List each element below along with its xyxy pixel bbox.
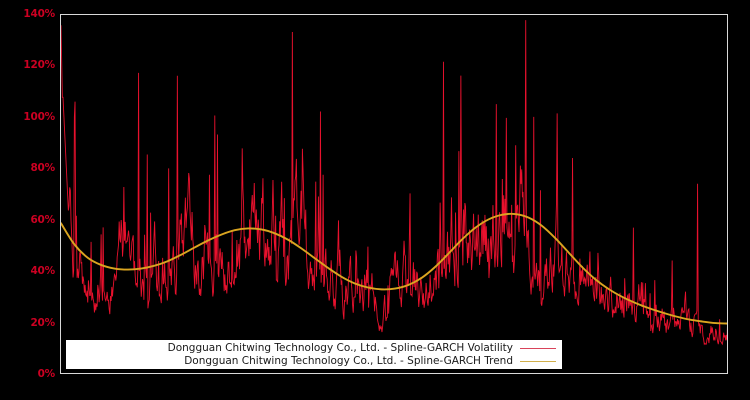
y-tick-80: 80% xyxy=(30,162,55,175)
chart-canvas xyxy=(61,20,727,346)
trend-series-group xyxy=(61,212,727,325)
y-tick-40: 40% xyxy=(30,265,55,278)
plot-area xyxy=(60,14,728,374)
y-axis-tick-labels: 0% 20% 40% 60% 80% 100% 120% 140% xyxy=(0,0,55,400)
legend-label-trend: Dongguan Chitwing Technology Co., Ltd. -… xyxy=(184,354,513,367)
y-tick-120: 120% xyxy=(23,59,55,72)
spline-garch-volatility-line xyxy=(61,20,727,346)
y-tick-60: 60% xyxy=(30,213,55,226)
legend-line-sample-trend xyxy=(520,360,556,362)
legend-line-sample-volatility xyxy=(520,347,556,349)
legend-entry-volatility: Dongguan Chitwing Technology Co., Ltd. -… xyxy=(66,342,562,355)
y-tick-140: 140% xyxy=(23,8,55,20)
legend-entry-trend: Dongguan Chitwing Technology Co., Ltd. -… xyxy=(66,355,562,368)
spline-garch-trend-line xyxy=(61,212,727,325)
legend-label-volatility: Dongguan Chitwing Technology Co., Ltd. -… xyxy=(167,341,513,354)
y-tick-20: 20% xyxy=(30,316,55,329)
y-tick-0: 0% xyxy=(37,368,56,380)
y-tick-100: 100% xyxy=(23,110,55,123)
chart-legend: Dongguan Chitwing Technology Co., Ltd. -… xyxy=(66,340,562,369)
volatility-series-group xyxy=(61,20,727,346)
